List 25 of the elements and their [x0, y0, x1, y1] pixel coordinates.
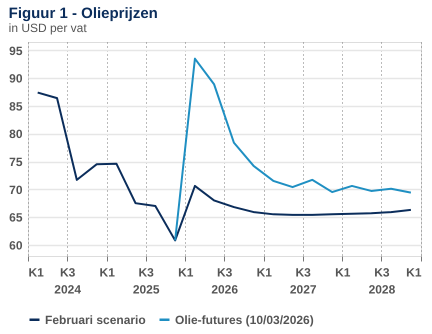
x-tick-label: K1 [256, 266, 272, 280]
x-tick-label: K1 [335, 266, 351, 280]
line-series [174, 58, 412, 242]
y-tick-label: 80 [9, 127, 23, 142]
x-tick-label: K3 2028 [368, 266, 396, 296]
x-tick-label: K3 2024 [54, 266, 82, 296]
y-tick-label: 70 [9, 182, 23, 197]
chart-subtitle: in USD per vat [8, 21, 88, 35]
y-tick-label: 90 [9, 72, 23, 86]
x-tick-label: K1 [178, 266, 194, 280]
x-tick-label: K1 [406, 266, 422, 280]
y-tick-label: 75 [9, 155, 23, 170]
y-tick-label: 60 [9, 238, 23, 252]
x-tick-label: K3 2026 [211, 266, 238, 296]
x-tick-label: K3 2025 [132, 266, 160, 296]
x-tick-label: K1 [100, 266, 116, 280]
y-tick-label: 65 [9, 210, 23, 225]
y-tick-label: 95 [9, 44, 23, 58]
y-tick-label: 85 [9, 99, 23, 114]
x-tick-label: K3 2027 [290, 266, 317, 296]
chart-title: Figuur 1 - Olieprijzen [8, 5, 158, 22]
legend-label: Olie-futures (10/03/2026) [175, 312, 314, 327]
x-tick-label: K1 [28, 266, 44, 280]
legend-label: Februari scenario [45, 312, 146, 327]
line-series [36, 92, 412, 242]
